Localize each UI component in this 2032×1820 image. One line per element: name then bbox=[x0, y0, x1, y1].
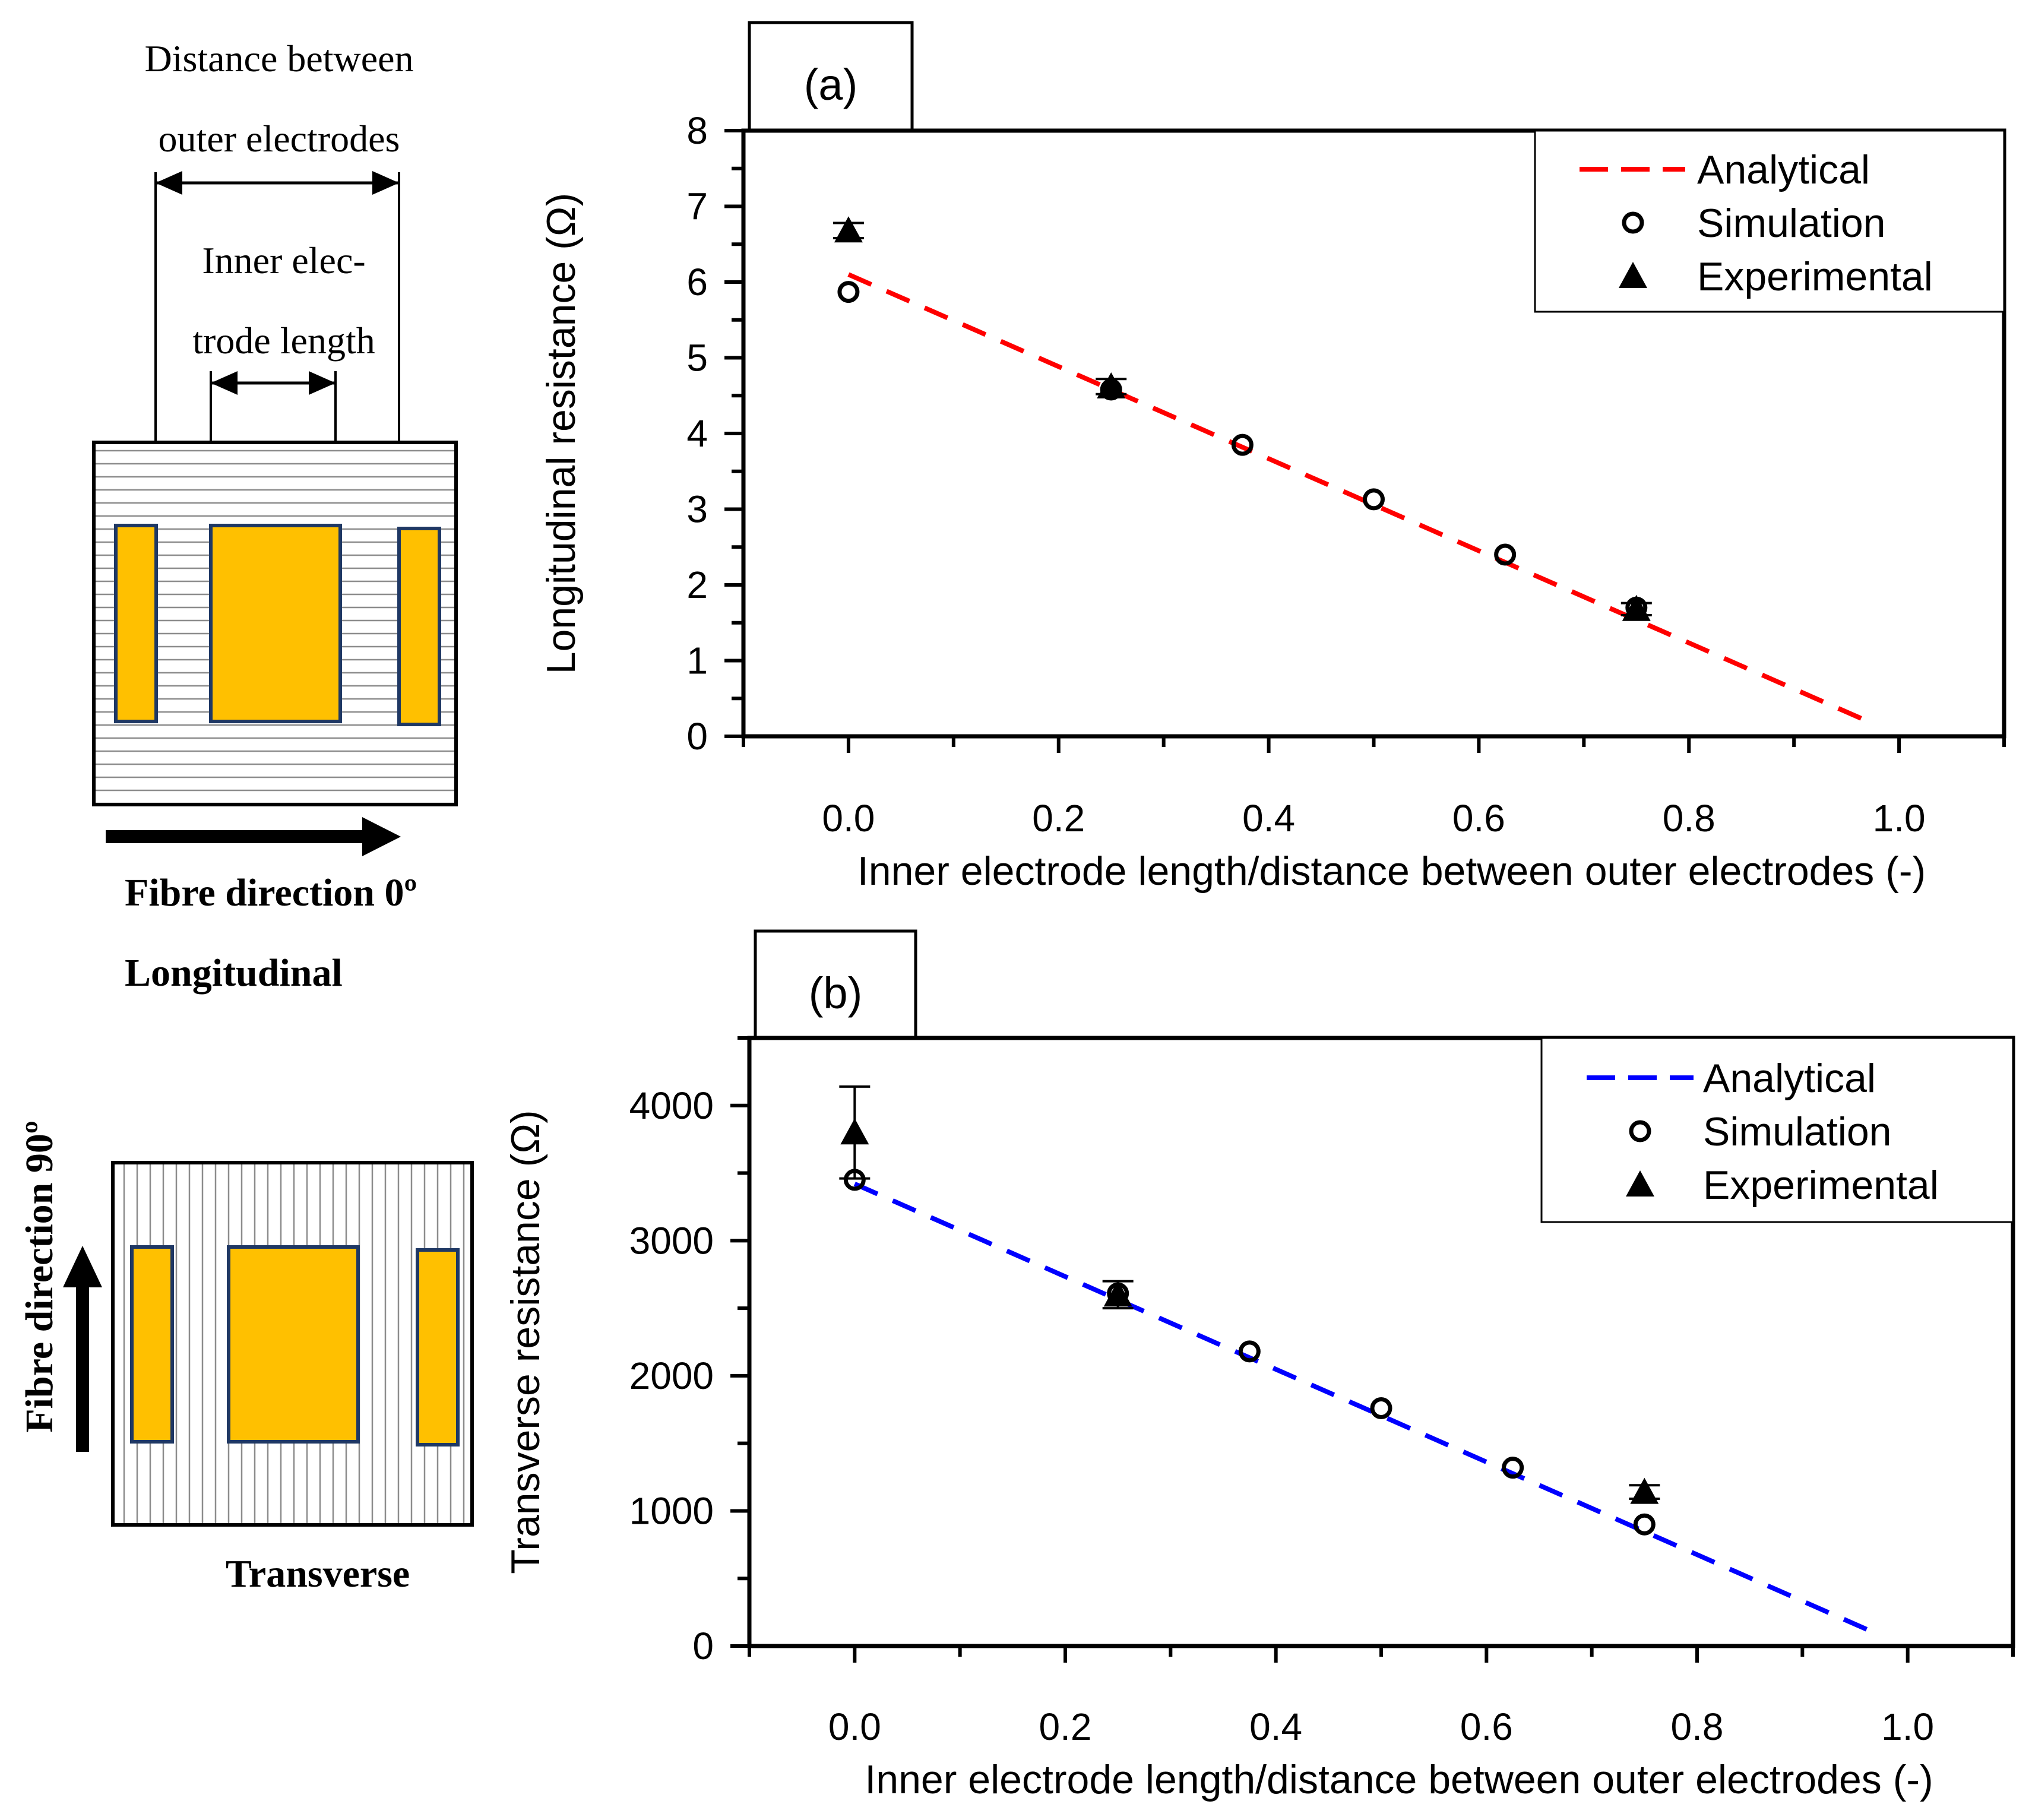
transverse-diagram: Fibre direction 90º Transverse bbox=[18, 1121, 474, 1596]
inner-length-label-line1: Inner elec- bbox=[202, 239, 365, 281]
outer-electrode-right bbox=[397, 527, 441, 726]
simulation-point bbox=[1494, 543, 1517, 566]
y-tick-label: 5 bbox=[686, 337, 708, 379]
y-tick-label: 3 bbox=[686, 488, 708, 531]
inner-electrode bbox=[209, 524, 342, 723]
y-tick-label: 8 bbox=[686, 109, 708, 152]
simulation-point bbox=[1502, 1457, 1524, 1479]
simulation-point bbox=[1633, 1513, 1656, 1536]
legend-label: Experimental bbox=[1703, 1163, 1939, 1208]
experimental-point bbox=[1622, 594, 1651, 621]
y-tick-label: 0 bbox=[686, 715, 708, 758]
outer-distance-label-line2: outer electrodes bbox=[159, 118, 400, 160]
legend-simulation-swatch bbox=[1622, 211, 1644, 234]
simulation-point bbox=[837, 281, 860, 303]
legend-label: Simulation bbox=[1697, 201, 1886, 246]
legend-label: Analytical bbox=[1703, 1056, 1876, 1101]
y-tick-label: 1000 bbox=[629, 1489, 714, 1532]
series-analytical bbox=[853, 1182, 1872, 1634]
analytical-line bbox=[847, 272, 1869, 724]
x-tick-label: 0.8 bbox=[1671, 1705, 1724, 1748]
x-tick-label: 0.0 bbox=[822, 797, 875, 840]
x-tick-label: 0.2 bbox=[1039, 1705, 1092, 1748]
legend-experimental-swatch bbox=[1619, 262, 1647, 288]
simulation-point bbox=[1370, 1397, 1392, 1420]
series-analytical bbox=[847, 272, 1869, 724]
series-experimental bbox=[839, 1085, 1660, 1504]
x-tick-label: 0.4 bbox=[1242, 797, 1295, 840]
fibre-direction-90-label: Fibre direction 90º bbox=[18, 1121, 61, 1432]
legend-experimental-swatch bbox=[1626, 1170, 1654, 1197]
analytical-line bbox=[853, 1182, 1872, 1634]
x-tick-label: 0.6 bbox=[1452, 797, 1505, 840]
series-simulation bbox=[843, 1169, 1656, 1536]
legend-box bbox=[1540, 1037, 2014, 1223]
x-tick-label: 1.0 bbox=[1881, 1705, 1934, 1748]
transverse-outer-electrode-left bbox=[130, 1245, 174, 1444]
panel-label: (a) bbox=[804, 60, 857, 109]
legend-label: Experimental bbox=[1697, 254, 1933, 299]
x-tick-label: 0.8 bbox=[1663, 797, 1716, 840]
y-axis-label: Transverse resistance (Ω) bbox=[503, 1110, 548, 1574]
longitudinal-diagram: Distance between outer electrodes Inner … bbox=[92, 37, 458, 995]
transverse-inner-electrode bbox=[227, 1245, 360, 1444]
y-tick-label: 4000 bbox=[629, 1084, 714, 1127]
y-tick-label: 7 bbox=[686, 185, 708, 228]
transverse-outer-electrode-right bbox=[416, 1248, 460, 1446]
x-tick-label: 0.6 bbox=[1460, 1705, 1513, 1748]
simulation-point bbox=[1238, 1340, 1261, 1363]
legend-box bbox=[1534, 129, 2005, 313]
x-tick-label: 0.4 bbox=[1249, 1705, 1302, 1748]
panel-label: (b) bbox=[809, 968, 862, 1018]
experimental-point bbox=[1630, 1477, 1659, 1504]
x-tick-label: 0.0 bbox=[828, 1705, 881, 1748]
y-tick-label: 2000 bbox=[629, 1354, 714, 1397]
chart-longitudinal: (a) 0.0 0.2 0.4 0.6 0.8 1.0 0 1 2 3 4 5 6 7 8 Inner elec… bbox=[539, 21, 2006, 894]
outer-distance-label-line1: Distance between bbox=[144, 37, 413, 80]
transverse-label: Transverse bbox=[226, 1552, 410, 1596]
legend-label: Simulation bbox=[1703, 1109, 1892, 1154]
experimental-point bbox=[1103, 1280, 1132, 1307]
legend-label: Analytical bbox=[1697, 147, 1870, 192]
y-tick-label: 0 bbox=[692, 1625, 714, 1667]
x-axis-label: Inner electrode length/distance between … bbox=[857, 849, 1926, 894]
y-axis-label: Longitudinal resistance (Ω) bbox=[539, 193, 584, 675]
simulation-point bbox=[1231, 433, 1254, 456]
inner-length-label-line2: trode length bbox=[192, 319, 375, 362]
chart-transverse: (b) 0.0 0.2 0.4 0.6 0.8 1.0 0 1000 2000 3000 4000 In… bbox=[503, 929, 2015, 1802]
y-tick-label: 4 bbox=[686, 412, 708, 455]
fibre-direction-0-arrow bbox=[106, 817, 401, 856]
experimental-point bbox=[840, 1118, 869, 1145]
panel-tab bbox=[748, 21, 914, 132]
longitudinal-label: Longitudinal bbox=[125, 951, 343, 995]
series-experimental bbox=[833, 216, 1652, 621]
y-tick-label: 1 bbox=[686, 640, 708, 682]
fibre-direction-0-label: Fibre direction 0º bbox=[125, 871, 417, 914]
y-tick-label: 6 bbox=[686, 261, 708, 303]
panel-tab bbox=[754, 929, 917, 1040]
experimental-point bbox=[1097, 372, 1126, 398]
y-tick-label: 2 bbox=[686, 564, 708, 606]
x-axis-label: Inner electrode length/distance between … bbox=[865, 1757, 1933, 1802]
y-tick-label: 3000 bbox=[629, 1219, 714, 1262]
outer-electrode-left bbox=[114, 524, 158, 723]
simulation-point bbox=[1363, 488, 1385, 511]
x-tick-label: 0.2 bbox=[1032, 797, 1085, 840]
x-tick-label: 1.0 bbox=[1873, 797, 1926, 840]
experimental-point bbox=[834, 216, 863, 243]
fibre-direction-90-arrow bbox=[63, 1246, 102, 1452]
legend-simulation-swatch bbox=[1629, 1120, 1651, 1142]
